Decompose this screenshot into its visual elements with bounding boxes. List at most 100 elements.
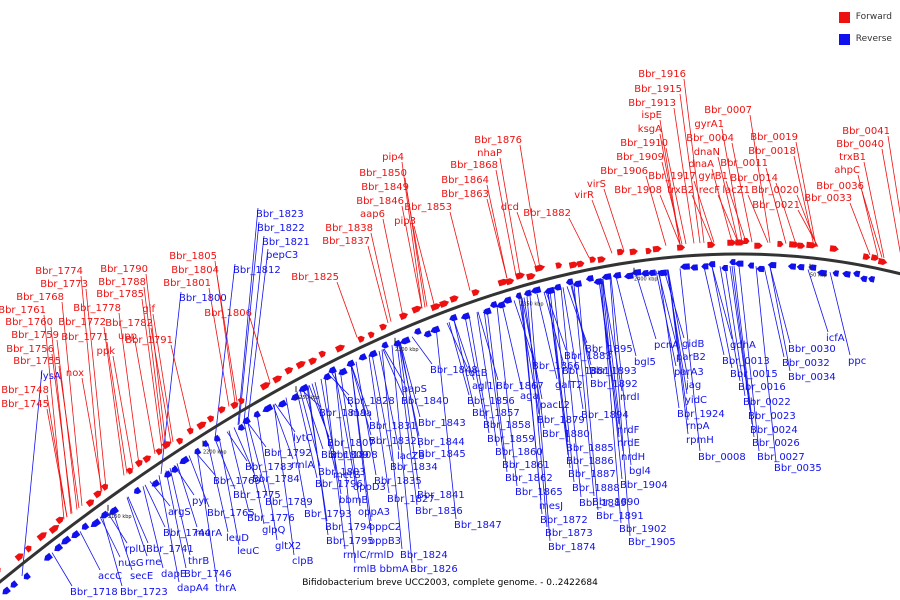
reverse-gene-arrow bbox=[54, 543, 64, 552]
reverse-gene-arrow bbox=[796, 264, 805, 271]
reverse-gene-label: Bbr_1905 bbox=[628, 537, 676, 548]
forward-gene-label: Bbr_0033 bbox=[804, 193, 852, 204]
forward-gene-arrow bbox=[797, 242, 806, 249]
reverse-gene-label: Bbr_1794 bbox=[325, 522, 373, 533]
reverse-gene-label: Bbr_1821 bbox=[262, 237, 310, 248]
forward-gene-label: Bbr_1806 bbox=[204, 308, 252, 319]
reverse-gene-arrow bbox=[10, 580, 19, 588]
reverse-gene-label: Bbr_1867 bbox=[496, 381, 544, 392]
reverse-gene-arrow bbox=[430, 325, 441, 334]
leader-line bbox=[367, 245, 389, 324]
leader-line bbox=[170, 344, 192, 431]
reverse-gene-label: Bbr_1841 bbox=[417, 490, 465, 501]
reverse-gene-label: Bbr_1862 bbox=[505, 473, 553, 484]
leader-line bbox=[729, 266, 751, 411]
reverse-gene-label: Bbr_1808 bbox=[330, 450, 378, 461]
reverse-gene-label: gltX2 bbox=[275, 541, 301, 552]
reverse-gene-arrow bbox=[2, 586, 11, 595]
reverse-gene-label: Bbr_1803 bbox=[318, 467, 366, 478]
forward-gene-arrow bbox=[735, 239, 746, 246]
legend-forward-label: Forward bbox=[855, 12, 892, 22]
leader-line bbox=[749, 114, 771, 243]
reverse-gene-arrow bbox=[832, 270, 840, 277]
reverse-gene-label: Bbr_1879 bbox=[537, 415, 585, 426]
forward-gene-arrow bbox=[85, 499, 95, 508]
forward-gene-label: dnaN bbox=[694, 147, 720, 158]
forward-gene-arrow bbox=[272, 375, 283, 384]
reverse-gene-label: Bbr_1795 bbox=[326, 536, 374, 547]
forward-gene-label: Bbr_1849 bbox=[361, 182, 409, 193]
reverse-gene-label: Bbr_0022 bbox=[743, 397, 791, 408]
leader-line bbox=[401, 161, 423, 309]
leader-line bbox=[476, 312, 498, 447]
forward-gene-arrow bbox=[862, 253, 871, 260]
leader-line bbox=[334, 371, 356, 482]
leader-line bbox=[453, 320, 475, 408]
reverse-gene-label: metG bbox=[333, 470, 361, 481]
reverse-gene-label: Bbr_0026 bbox=[752, 438, 800, 449]
legend-forward[interactable]: Forward bbox=[838, 6, 892, 28]
leader-line bbox=[245, 420, 267, 448]
reverse-gene-label: Bbr_1893 bbox=[589, 366, 637, 377]
leader-line bbox=[134, 340, 156, 455]
reverse-gene-arrow bbox=[108, 506, 119, 515]
reverse-gene-label: Bbr_0008 bbox=[698, 452, 746, 463]
legend-reverse[interactable]: Reverse bbox=[838, 28, 892, 50]
leader-line bbox=[635, 273, 657, 340]
leader-line bbox=[560, 287, 582, 498]
leader-line bbox=[371, 354, 393, 462]
reverse-gene-arrow bbox=[601, 273, 612, 280]
leader-line bbox=[58, 365, 80, 509]
reverse-gene-label: Bbr_1809 bbox=[321, 450, 369, 461]
leader-line bbox=[391, 345, 413, 564]
leader-line bbox=[411, 336, 433, 365]
reverse-gene-label: Bbr_1824 bbox=[400, 550, 448, 561]
reverse-gene-arrow bbox=[449, 313, 458, 322]
forward-gene-arrow bbox=[629, 248, 638, 256]
reverse-gene-arrow bbox=[496, 301, 506, 309]
reverse-gene-label: Bbr_1887 bbox=[568, 469, 616, 480]
leader-line bbox=[568, 217, 590, 258]
forward-gene-arrow bbox=[186, 427, 194, 435]
reverse-gene-label: lacZ8 bbox=[397, 451, 425, 462]
forward-gene-arrow bbox=[367, 331, 375, 339]
forward-gene-arrow bbox=[0, 567, 1, 573]
legend-reverse-label: Reverse bbox=[855, 34, 892, 44]
forward-gene-arrow bbox=[318, 350, 326, 358]
reverse-gene-arrow bbox=[729, 259, 736, 266]
reverse-gene-arrow bbox=[860, 275, 868, 283]
reverse-gene-label: agl1 bbox=[472, 381, 494, 392]
forward-gene-arrow bbox=[471, 289, 480, 297]
forward-gene-label: Bbr_0040 bbox=[836, 139, 884, 150]
reverse-gene-arrow bbox=[381, 341, 389, 349]
reverse-gene-label: accC bbox=[98, 571, 122, 582]
forward-gene-label: Bbr_1882 bbox=[523, 208, 571, 219]
forward-gene-arrow bbox=[555, 262, 563, 269]
leader-line bbox=[861, 190, 883, 258]
reverse-gene-label: Bbr_1796 bbox=[315, 479, 363, 490]
reverse-gene-label: Bbr_1834 bbox=[390, 462, 438, 473]
forward-gene-arrow bbox=[295, 361, 306, 370]
leader-line bbox=[769, 266, 791, 344]
reverse-gene-arrow bbox=[853, 270, 861, 278]
reverse-gene-arrow bbox=[482, 307, 492, 315]
reverse-gene-label: lysA bbox=[40, 371, 61, 382]
leader-line bbox=[228, 430, 250, 513]
leader-line bbox=[659, 133, 681, 245]
reverse-gene-label: Bbr_1769 bbox=[213, 476, 261, 487]
leader-line bbox=[307, 385, 329, 536]
reverse-gene-label: Bbr_1885 bbox=[566, 443, 614, 454]
forward-gene-arrow bbox=[36, 532, 47, 542]
reverse-gene-arrow bbox=[328, 366, 337, 374]
forward-gene-label: Bbr_1759 bbox=[11, 330, 59, 341]
leader-line bbox=[368, 355, 390, 494]
leader-line bbox=[355, 361, 377, 476]
forward-gene-label: Bbr_1785 bbox=[96, 289, 144, 300]
reverse-gene-label: tdcB bbox=[465, 368, 488, 379]
reverse-gene-label: Bbr_1889 bbox=[579, 498, 627, 509]
forward-gene-label: Bbr_0041 bbox=[842, 126, 890, 137]
forward-gene-arrow bbox=[217, 406, 226, 414]
reverse-gene-label: Bbr_1858 bbox=[483, 420, 531, 431]
leader-line bbox=[51, 552, 73, 587]
